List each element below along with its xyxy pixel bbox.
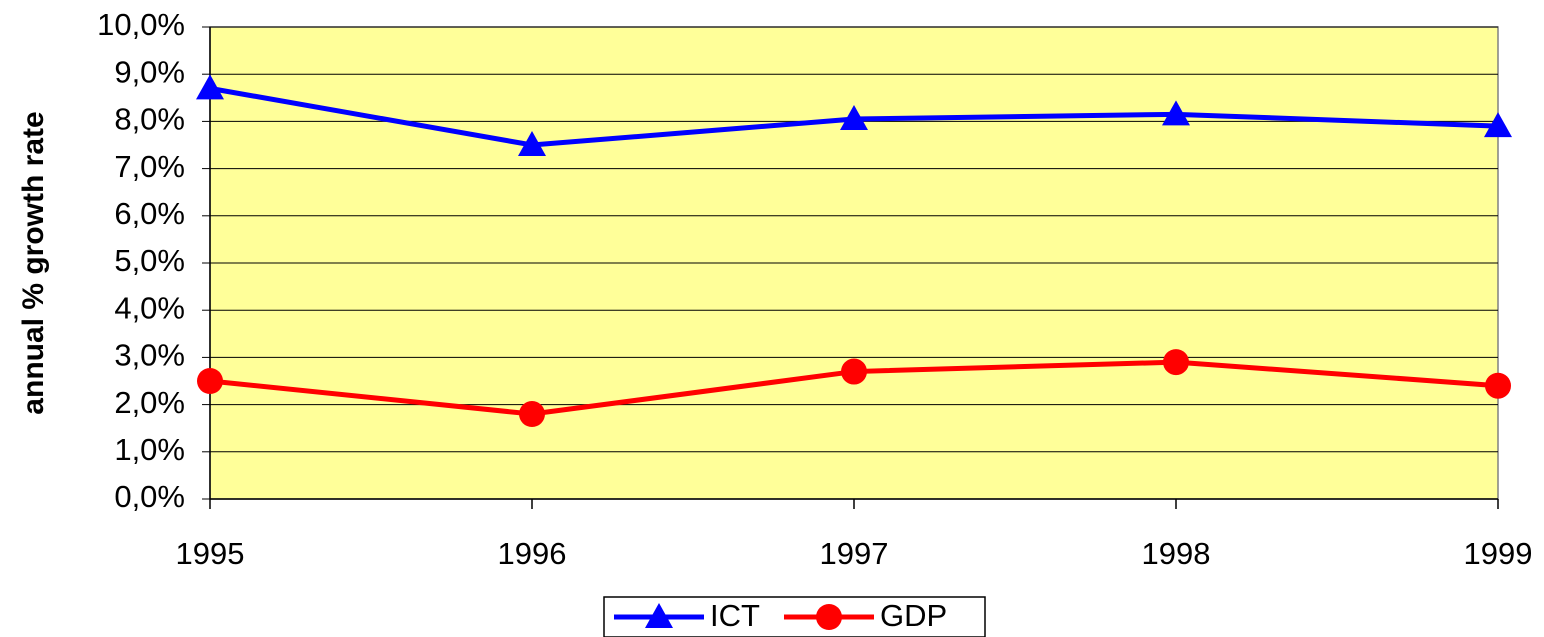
y-tick-label: 1,0%	[114, 432, 185, 467]
x-tick-label: 1997	[820, 536, 889, 571]
y-tick-label: 3,0%	[114, 338, 185, 373]
data-point	[519, 401, 545, 428]
y-tick-label: 7,0%	[114, 149, 185, 184]
data-point	[1485, 372, 1511, 399]
y-tick-label: 5,0%	[114, 243, 185, 278]
legend-label: GDP	[880, 598, 947, 633]
data-point	[1162, 100, 1190, 126]
x-tick-label: 1996	[498, 536, 567, 571]
data-point	[841, 358, 867, 385]
data-point	[1163, 349, 1189, 376]
y-tick-label: 4,0%	[114, 290, 185, 325]
y-tick-label: 0,0%	[114, 479, 185, 514]
y-tick-label: 8,0%	[114, 102, 185, 137]
data-point	[197, 368, 223, 394]
data-point	[518, 131, 546, 156]
x-tick-label: 1998	[1142, 536, 1211, 571]
legend-marker	[645, 603, 673, 628]
y-tick-label: 6,0%	[114, 196, 185, 231]
data-point	[196, 74, 224, 100]
y-tick-label: 9,0%	[114, 54, 185, 89]
x-tick-label: 1995	[176, 536, 245, 571]
x-tick-label: 1999	[1464, 536, 1533, 571]
legend-marker	[816, 604, 842, 630]
data-point	[1484, 112, 1512, 138]
legend-label: ICT	[710, 598, 760, 633]
y-tick-label: 2,0%	[114, 385, 185, 420]
y-tick-label: 10,0%	[97, 7, 185, 42]
y-axis-label: annual % growth rate	[17, 111, 50, 414]
data-point	[840, 105, 868, 131]
